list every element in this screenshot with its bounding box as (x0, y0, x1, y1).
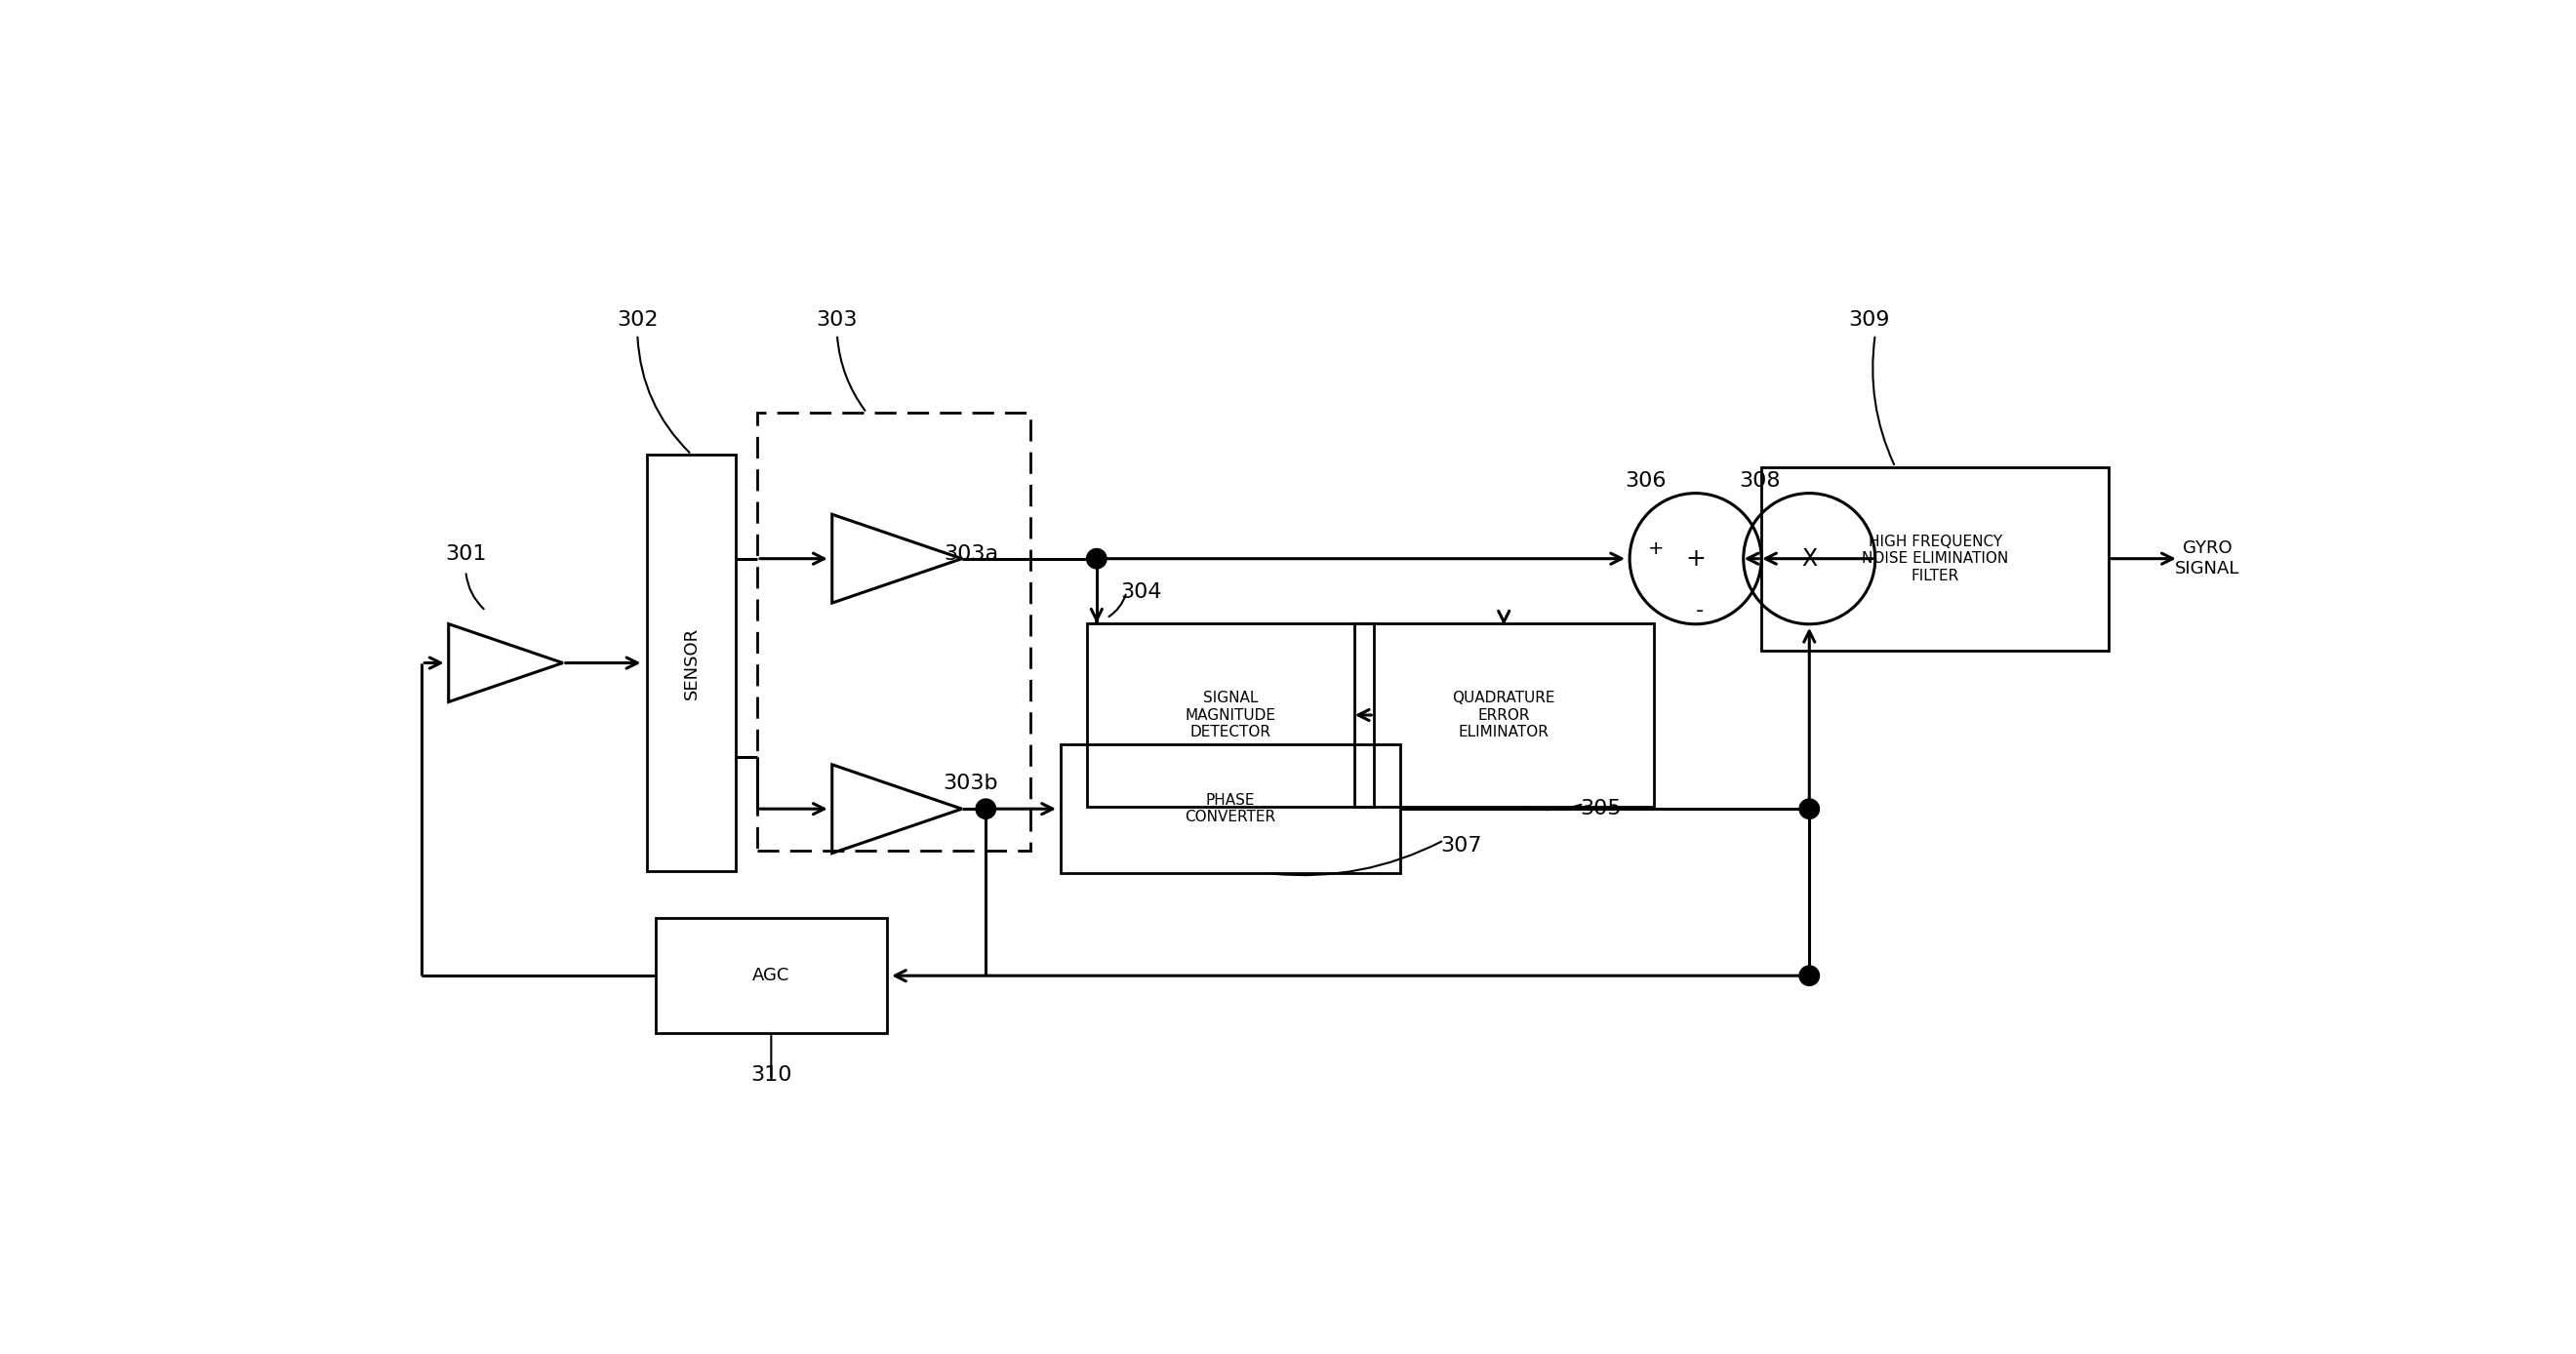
Text: 308: 308 (1739, 471, 1780, 492)
Text: +: + (1685, 547, 1705, 570)
Text: +: + (1649, 539, 1664, 558)
Ellipse shape (1798, 799, 1819, 819)
Text: 305: 305 (1579, 799, 1620, 819)
Ellipse shape (976, 799, 997, 819)
Bar (757, 413, 1030, 850)
Bar (654, 918, 886, 1033)
Text: QUADRATURE
ERROR
ELIMINATOR: QUADRATURE ERROR ELIMINATOR (1453, 691, 1556, 739)
Text: 304: 304 (1121, 582, 1162, 601)
Bar (1061, 745, 1401, 873)
Text: 310: 310 (750, 1066, 791, 1085)
Text: SENSOR: SENSOR (683, 627, 701, 699)
Bar (1762, 467, 2110, 650)
Text: AGC: AGC (752, 967, 791, 984)
Text: GYRO
SIGNAL: GYRO SIGNAL (2174, 540, 2239, 578)
Bar (1355, 623, 1654, 807)
Text: 303b: 303b (943, 773, 999, 793)
Text: X: X (1801, 547, 1816, 570)
Text: -: - (1695, 601, 1703, 620)
Text: 301: 301 (446, 544, 487, 563)
Bar (1087, 623, 1373, 807)
Text: SIGNAL
MAGNITUDE
DETECTOR: SIGNAL MAGNITUDE DETECTOR (1185, 691, 1275, 739)
Text: 306: 306 (1625, 471, 1667, 492)
Text: PHASE
CONVERTER: PHASE CONVERTER (1185, 793, 1275, 825)
Ellipse shape (1798, 965, 1819, 986)
Text: 303: 303 (817, 310, 858, 329)
Text: HIGH FREQUENCY
NOISE ELIMINATION
FILTER: HIGH FREQUENCY NOISE ELIMINATION FILTER (1862, 535, 2009, 584)
Bar (647, 455, 734, 872)
Text: 309: 309 (1850, 310, 1891, 329)
Ellipse shape (1087, 548, 1108, 569)
Text: 307: 307 (1440, 835, 1481, 856)
Text: 303a: 303a (943, 544, 999, 563)
Text: 302: 302 (616, 310, 657, 329)
